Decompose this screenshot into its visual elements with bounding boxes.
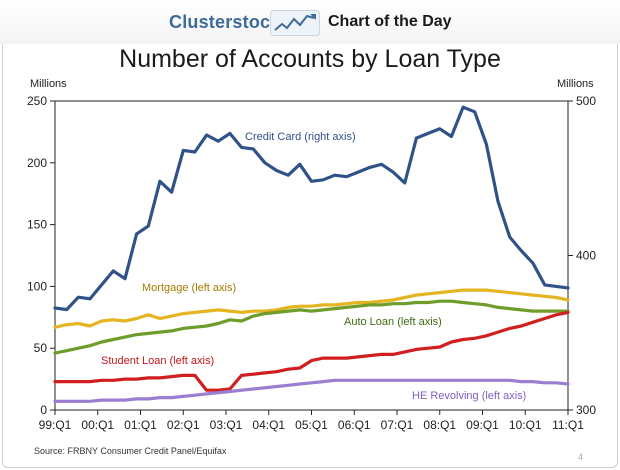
x-tick-label: 06:Q1 — [338, 418, 371, 432]
tagline: Chart of the Day — [328, 13, 452, 30]
left-tick-label: 200 — [27, 156, 47, 170]
left-tick-label: 250 — [27, 94, 47, 108]
series-label-he-revolving: HE Revolving (left axis) — [412, 390, 526, 402]
left-tick-label: 150 — [27, 218, 47, 232]
series-labels: Credit Card (right axis) Mortgage (left a… — [101, 131, 526, 402]
x-tick-label: 10:Q1 — [509, 418, 542, 432]
series-label-credit-card: Credit Card (right axis) — [245, 131, 356, 143]
x-tick-label: 00:Q1 — [81, 418, 114, 432]
x-tick-label: 07:Q1 — [381, 418, 414, 432]
left-tick-label: 100 — [27, 279, 47, 293]
series-line-student-loan — [53, 310, 570, 392]
series-line-mortgage — [53, 288, 570, 329]
left-axis-unit: Millions — [30, 78, 67, 90]
left-tick-label: 50 — [34, 341, 48, 355]
page-number: 4 — [578, 452, 584, 462]
source-note: Source: FRBNY Consumer Credit Panel/Equi… — [34, 446, 227, 456]
series-line-auto-loan — [53, 299, 570, 355]
x-tick-label: 11:Q1 — [552, 418, 584, 432]
series-line-he-revolving — [53, 378, 570, 403]
right-tick-label: 300 — [576, 403, 596, 417]
series-label-student-loan: Student Loan (left axis) — [101, 355, 214, 367]
x-tick-label: 99:Q1 — [39, 418, 72, 432]
x-tick-label: 03:Q1 — [210, 418, 243, 432]
x-tick-label: 08:Q1 — [423, 418, 456, 432]
series-line-credit-card — [53, 105, 570, 312]
series-label-mortgage: Mortgage (left axis) — [142, 282, 236, 294]
left-tick-label: 0 — [40, 403, 47, 417]
right-tick-label: 500 — [576, 94, 596, 108]
brand-name[interactable]: Clusterstock — [169, 12, 281, 32]
series-label-auto-loan: Auto Loan (left axis) — [344, 316, 442, 328]
right-axis-unit: Millions — [557, 78, 594, 90]
x-tick-label: 01:Q1 — [124, 418, 157, 432]
x-tick-label: 02:Q1 — [167, 418, 200, 432]
series-layer — [53, 105, 570, 403]
chart-title: Number of Accounts by Loan Type — [119, 45, 501, 73]
x-tick-label: 05:Q1 — [295, 418, 328, 432]
rising-chart-icon — [270, 10, 320, 36]
right-tick-label: 400 — [576, 249, 596, 263]
x-tick-label: 09:Q1 — [466, 418, 499, 432]
x-tick-label: 04:Q1 — [252, 418, 285, 432]
header-banner: Clusterstock Chart of the Day — [0, 0, 620, 44]
axes: 0 50 100 150 200 250 300 400 500 99:Q1 00:Q1 01:Q1 0… — [27, 94, 596, 432]
